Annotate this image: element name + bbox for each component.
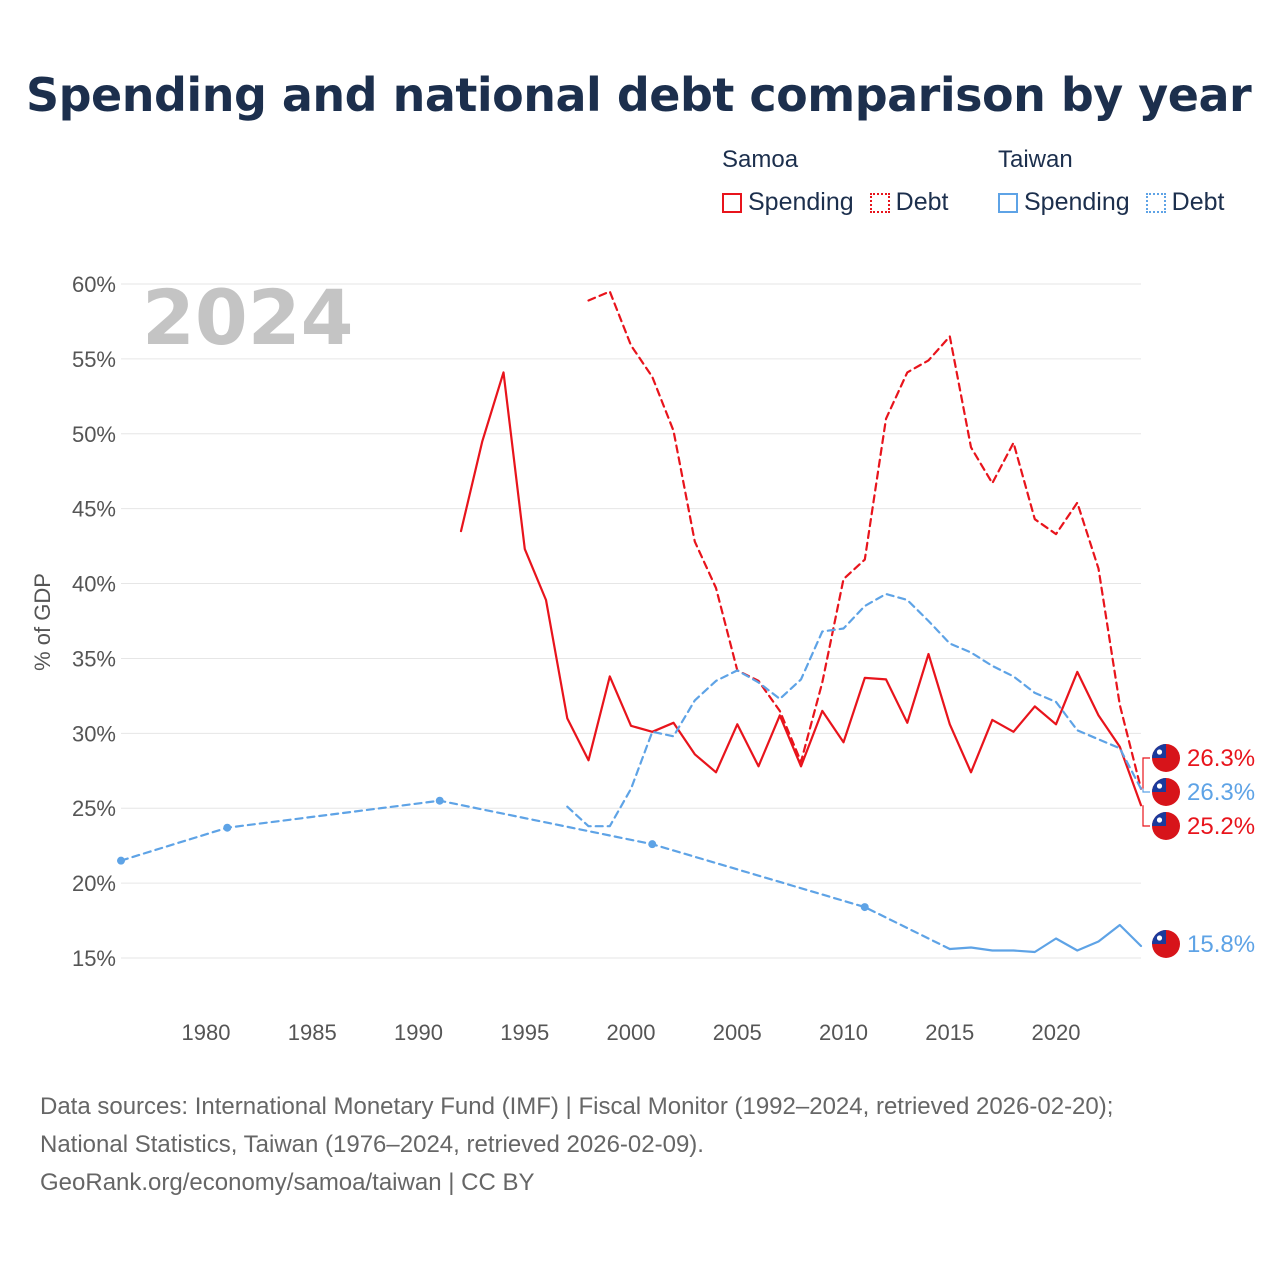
- legend-swatch-dotted-icon: [1145, 192, 1166, 213]
- y-tick-label: 35%: [72, 646, 116, 671]
- series-taiwan-spending: [948, 923, 1143, 954]
- end-value-label: 26.3%: [1187, 745, 1255, 772]
- data-marker: [117, 856, 125, 865]
- y-tick-label: 20%: [72, 871, 116, 896]
- flag-icon: [1152, 778, 1180, 806]
- legend-samoa-spending[interactable]: Spending: [722, 188, 854, 217]
- footer: Data sources: International Monetary Fun…: [40, 1088, 1113, 1202]
- data-marker: [223, 823, 232, 832]
- end-labels: 26.3% 26.3% 25.2% 15.8%: [1142, 744, 1255, 958]
- series-taiwan-spending-estimated-: [119, 799, 951, 951]
- end-value-label: 25.2%: [1187, 813, 1255, 840]
- series-layer: [117, 290, 1143, 954]
- data-marker: [435, 796, 444, 805]
- legend-label: Spending: [1024, 188, 1130, 216]
- y-tick-label: 40%: [72, 572, 116, 597]
- legend-swatch-solid-icon: [722, 192, 742, 213]
- x-tick-label: 1980: [182, 1020, 231, 1045]
- y-axis-label: % of GDP: [30, 573, 55, 671]
- y-tick-label: 15%: [72, 946, 116, 971]
- legend-taiwan-debt[interactable]: Debt: [1145, 188, 1225, 217]
- x-tick-label: 1985: [288, 1020, 337, 1045]
- x-tick-label: 2020: [1032, 1020, 1081, 1045]
- legend-group-samoa: Samoa Spending Debt: [722, 146, 964, 217]
- legend-label: Debt: [1171, 188, 1225, 216]
- data-marker: [648, 840, 657, 849]
- y-tick-label: 60%: [72, 272, 116, 297]
- flag-emblem: [1156, 935, 1163, 941]
- footer-credit[interactable]: GeoRank.org/economy/samoa/taiwan | CC BY: [40, 1169, 535, 1196]
- year-watermark: 2024: [142, 273, 354, 362]
- label-connector: [1142, 757, 1150, 789]
- footer-sources-line-1: Data sources: International Monetary Fun…: [40, 1093, 1114, 1120]
- legend-taiwan-spending[interactable]: Spending: [998, 188, 1130, 217]
- legend-swatch-dotted-icon: [869, 192, 890, 213]
- end-value-label: 26.3%: [1187, 779, 1255, 806]
- footer-sources-line-2: National Statistics, Taiwan (1976–2024, …: [40, 1131, 704, 1158]
- flag-icon: [1152, 812, 1180, 840]
- flag-emblem: [1156, 817, 1163, 823]
- y-tick-label: 25%: [72, 796, 116, 821]
- series-samoa-debt: [587, 290, 1143, 790]
- flag-icon: [1152, 744, 1180, 772]
- legend-heading-taiwan: Taiwan: [998, 146, 1073, 173]
- y-tick-label: 30%: [72, 721, 116, 746]
- end-value-label: 15.8%: [1187, 931, 1255, 958]
- legend-swatch-solid-icon: [998, 192, 1018, 213]
- line-chart: 15% 20% 25% 30% 35% 40% 45% 50% 55% 60% 1980 1985 19…: [30, 272, 1255, 1045]
- y-tick-label: 50%: [72, 422, 116, 447]
- label-connector: [1142, 788, 1150, 793]
- chart-title: Spending and national debt comparison by…: [26, 68, 1252, 122]
- legend-heading-samoa: Samoa: [722, 146, 799, 173]
- label-connector: [1142, 805, 1150, 827]
- grid: 15% 20% 25% 30% 35% 40% 45% 50% 55% 60% 1980 1985 19…: [72, 272, 1141, 1045]
- legend-label: Debt: [895, 188, 949, 216]
- legend-group-taiwan: Taiwan Spending Debt: [998, 146, 1224, 217]
- flag-emblem: [1156, 783, 1163, 789]
- data-marker: [860, 903, 869, 912]
- x-tick-label: 1990: [394, 1020, 443, 1045]
- x-tick-label: 2010: [819, 1020, 868, 1045]
- x-tick-label: 1995: [500, 1020, 549, 1045]
- x-tick-label: 2015: [925, 1020, 974, 1045]
- series-taiwan-debt: [566, 592, 1143, 828]
- series-samoa-spending: [459, 371, 1143, 807]
- x-tick-label: 2005: [713, 1020, 762, 1045]
- flag-emblem: [1156, 749, 1163, 755]
- legend-label: Spending: [748, 188, 854, 216]
- y-tick-label: 55%: [72, 347, 116, 372]
- x-tick-label: 2000: [607, 1020, 656, 1045]
- flag-icon: [1152, 930, 1180, 958]
- y-tick-label: 45%: [72, 497, 116, 522]
- legend-samoa-debt[interactable]: Debt: [869, 188, 949, 217]
